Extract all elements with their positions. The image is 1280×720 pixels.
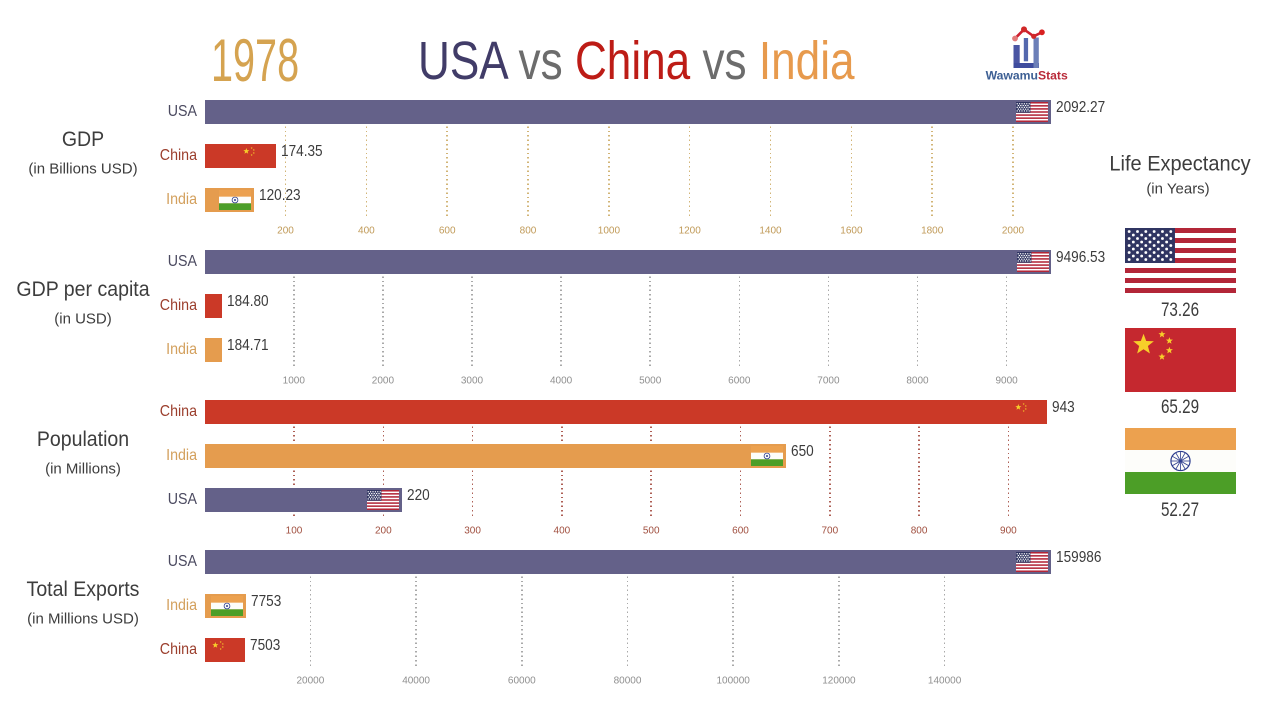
svg-text:WawamuStats: WawamuStats xyxy=(986,69,1068,83)
